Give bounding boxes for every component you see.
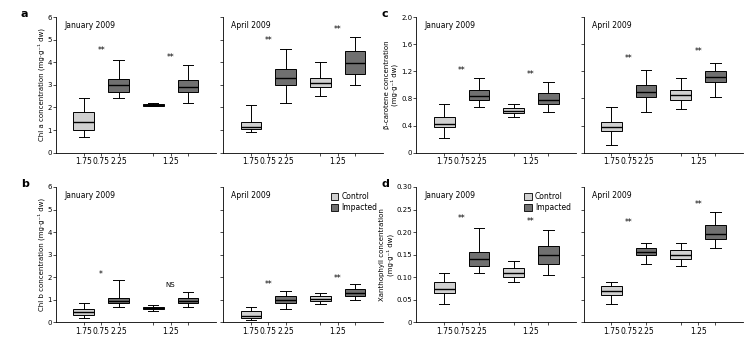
PathPatch shape — [143, 307, 164, 309]
PathPatch shape — [108, 79, 129, 92]
Text: **: ** — [527, 70, 535, 79]
PathPatch shape — [241, 311, 261, 318]
Text: April 2009: April 2009 — [231, 191, 270, 200]
Text: **: ** — [334, 25, 341, 34]
PathPatch shape — [434, 282, 455, 293]
Text: **: ** — [527, 217, 535, 226]
Legend: Control, Impacted: Control, Impacted — [329, 191, 379, 214]
PathPatch shape — [636, 248, 657, 255]
PathPatch shape — [468, 90, 489, 100]
Text: **: ** — [167, 53, 175, 62]
Text: b: b — [21, 179, 29, 189]
Text: January 2009: January 2009 — [64, 21, 115, 30]
PathPatch shape — [108, 298, 129, 303]
PathPatch shape — [178, 80, 199, 92]
PathPatch shape — [241, 122, 261, 129]
PathPatch shape — [73, 309, 94, 315]
PathPatch shape — [310, 78, 331, 87]
Y-axis label: Xanthophyll concentration
(mg·g⁻¹ dw): Xanthophyll concentration (mg·g⁻¹ dw) — [379, 208, 394, 301]
PathPatch shape — [601, 122, 622, 131]
Text: **: ** — [624, 54, 633, 63]
PathPatch shape — [705, 71, 726, 82]
Text: **: ** — [97, 46, 105, 55]
Text: **: ** — [334, 274, 341, 283]
PathPatch shape — [143, 104, 164, 106]
PathPatch shape — [670, 90, 691, 100]
PathPatch shape — [503, 108, 524, 113]
Y-axis label: β-carotene concentration
(mg·g⁻¹ dw): β-carotene concentration (mg·g⁻¹ dw) — [383, 40, 398, 129]
Text: April 2009: April 2009 — [592, 191, 631, 200]
PathPatch shape — [601, 286, 622, 295]
PathPatch shape — [275, 69, 296, 85]
Text: c: c — [381, 9, 388, 19]
PathPatch shape — [344, 288, 365, 296]
Text: **: ** — [458, 214, 465, 223]
Text: April 2009: April 2009 — [592, 21, 631, 30]
PathPatch shape — [73, 112, 94, 130]
Text: *: * — [99, 270, 103, 279]
Legend: Control, Impacted: Control, Impacted — [523, 191, 572, 214]
Text: d: d — [381, 179, 389, 189]
PathPatch shape — [468, 252, 489, 266]
PathPatch shape — [538, 246, 559, 264]
Y-axis label: Chl a concentration (mg·g⁻¹ dw): Chl a concentration (mg·g⁻¹ dw) — [37, 28, 45, 141]
PathPatch shape — [178, 298, 199, 303]
Text: January 2009: January 2009 — [424, 191, 475, 200]
PathPatch shape — [670, 250, 691, 259]
Text: April 2009: April 2009 — [231, 21, 270, 30]
Text: a: a — [21, 9, 28, 19]
Text: **: ** — [624, 218, 633, 227]
Text: **: ** — [458, 66, 465, 75]
Text: **: ** — [264, 281, 272, 289]
PathPatch shape — [344, 51, 365, 74]
PathPatch shape — [275, 296, 296, 303]
PathPatch shape — [705, 225, 726, 239]
Text: **: ** — [264, 36, 272, 45]
PathPatch shape — [636, 85, 657, 97]
PathPatch shape — [538, 93, 559, 104]
Text: **: ** — [694, 200, 702, 209]
Text: January 2009: January 2009 — [424, 21, 475, 30]
PathPatch shape — [310, 296, 331, 301]
Text: **: ** — [694, 47, 702, 56]
PathPatch shape — [503, 268, 524, 277]
Text: NS: NS — [166, 282, 176, 288]
Y-axis label: Chl b concentration (mg·g⁻¹ dw): Chl b concentration (mg·g⁻¹ dw) — [37, 198, 45, 311]
Text: January 2009: January 2009 — [64, 191, 115, 200]
PathPatch shape — [434, 117, 455, 127]
